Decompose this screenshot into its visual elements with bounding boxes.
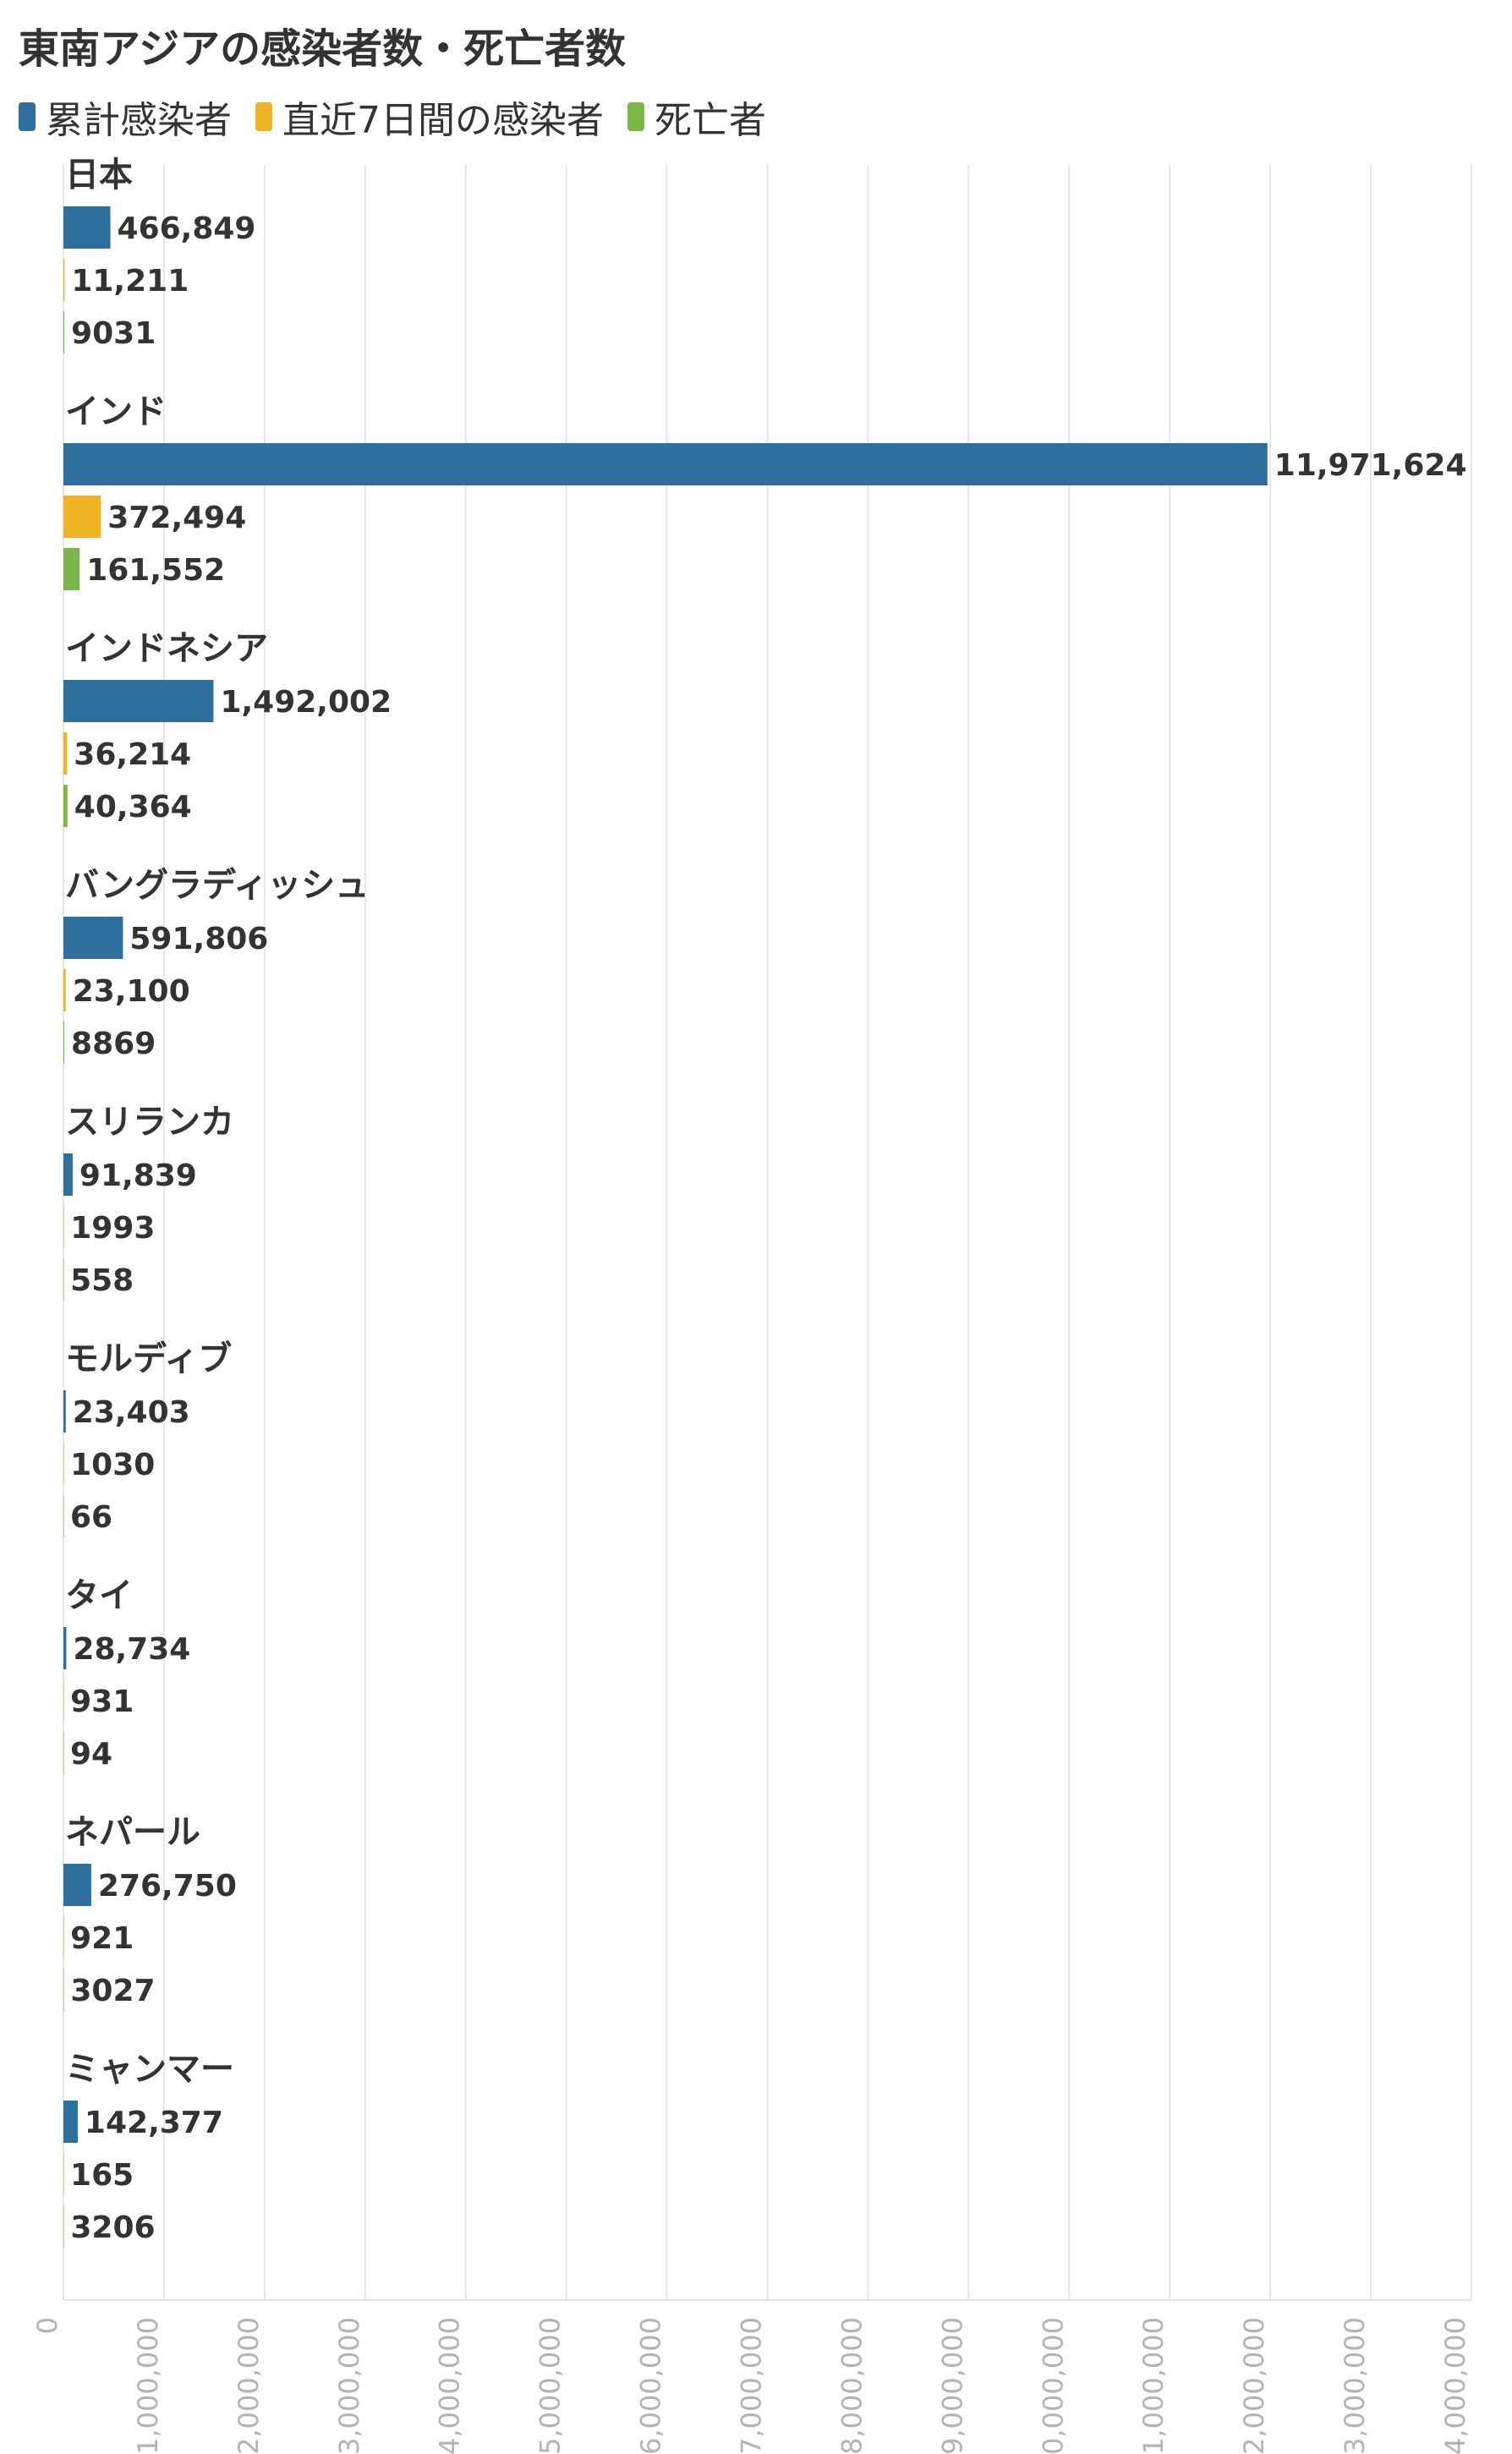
data-label-8-1: 165 (70, 2158, 134, 2193)
legend-swatch-recent-7-days (255, 102, 272, 131)
category-label-2: インドネシア (65, 629, 268, 668)
chart-title: 東南アジアの感染者数・死亡者数 (19, 25, 627, 73)
data-label-4-0: 91,839 (79, 1159, 197, 1193)
data-label-1-1: 372,494 (107, 501, 246, 535)
data-label-2-2: 40,364 (74, 790, 192, 824)
legend-item-recent-7-days: 直近7日間の感染者 (255, 90, 604, 144)
bar-0-2 (63, 311, 65, 353)
data-label-8-2: 3206 (70, 2210, 155, 2245)
legend-label-cumulative: 累計感染者 (46, 99, 232, 142)
category-label-1: インド (65, 392, 167, 431)
x-tick-label-12: 12,000,000 (1238, 2317, 1270, 2454)
legend-item-cumulative: 累計感染者 (19, 90, 232, 144)
bar-0-1 (63, 259, 65, 301)
data-label-5-2: 66 (70, 1500, 112, 1535)
category-label-6: タイ (65, 1576, 133, 1615)
category-label-5: モルディブ (65, 1339, 232, 1378)
bar-5-0 (63, 1390, 66, 1432)
data-label-7-0: 276,750 (98, 1869, 237, 1903)
bar-3-0 (63, 917, 123, 959)
data-label-0-2: 9031 (71, 316, 156, 351)
data-label-5-1: 1030 (70, 1448, 155, 1482)
data-label-0-0: 466,849 (118, 211, 256, 246)
category-label-8: ミャンマー (65, 2050, 234, 2089)
bar-3-2 (63, 1022, 65, 1064)
data-label-0-1: 11,211 (71, 264, 189, 299)
data-label-3-2: 8869 (71, 1027, 156, 1061)
category-label-0: 日本 (65, 156, 133, 194)
data-label-8-0: 142,377 (85, 2106, 223, 2140)
bar-6-2 (63, 1732, 64, 1774)
x-tick-label-9: 9,000,000 (936, 2317, 968, 2454)
data-label-7-1: 921 (70, 1921, 134, 1956)
legend-label-deaths: 死亡者 (655, 99, 766, 142)
x-tick-label-11: 11,000,000 (1137, 2317, 1170, 2454)
bar-1-0 (63, 443, 1268, 485)
data-label-3-1: 23,100 (73, 974, 190, 1009)
bar-1-1 (63, 496, 101, 538)
x-tick-label-0: 0 (31, 2317, 63, 2334)
data-label-4-2: 558 (70, 1263, 134, 1298)
bar-6-0 (63, 1627, 67, 1669)
bar-4-0 (63, 1153, 73, 1196)
x-tick-label-1: 1,000,000 (132, 2317, 164, 2454)
bar-8-0 (63, 2101, 78, 2143)
bar-4-2 (63, 1258, 64, 1301)
x-tick-label-7: 7,000,000 (736, 2317, 768, 2454)
data-label-4-1: 1993 (70, 1211, 155, 1246)
bar-4-1 (63, 1206, 64, 1248)
legend-label-recent-7-days: 直近7日間の感染者 (282, 99, 604, 142)
category-label-3: バングラディッシュ (65, 866, 369, 905)
bar-3-1 (63, 969, 66, 1011)
legend-swatch-cumulative (19, 102, 36, 131)
category-label-7: ネパール (65, 1813, 200, 1852)
bar-2-0 (63, 680, 214, 722)
data-label-6-1: 931 (70, 1684, 134, 1719)
x-tick-label-13: 13,000,000 (1339, 2317, 1371, 2454)
legend: 累計感染者 直近7日間の感染者 死亡者 (19, 91, 790, 142)
bar-7-2 (63, 1969, 64, 2011)
bar-2-2 (63, 785, 68, 827)
x-tick-label-3: 3,000,000 (333, 2317, 365, 2454)
legend-swatch-deaths (627, 102, 644, 131)
bar-7-0 (63, 1864, 91, 1906)
bar-2-1 (63, 732, 68, 775)
data-label-5-0: 23,403 (73, 1395, 190, 1430)
x-tick-label-5: 5,000,000 (534, 2317, 567, 2454)
bar-8-1 (63, 2153, 64, 2195)
data-label-2-0: 1,492,002 (220, 685, 392, 720)
bar-8-2 (63, 2205, 64, 2248)
data-label-3-0: 591,806 (129, 922, 268, 956)
data-label-6-0: 28,734 (73, 1632, 190, 1667)
bar-5-1 (63, 1443, 64, 1485)
data-label-2-1: 36,214 (74, 737, 191, 772)
x-tick-label-8: 8,000,000 (835, 2317, 868, 2454)
x-tick-label-2: 2,000,000 (233, 2317, 265, 2454)
x-tick-label-4: 4,000,000 (434, 2317, 466, 2454)
data-label-1-2: 161,552 (86, 553, 225, 588)
x-tick-label-14: 14,000,000 (1439, 2317, 1471, 2454)
data-label-1-0: 11,971,624 (1274, 448, 1467, 483)
bar-6-1 (63, 1679, 64, 1722)
data-label-6-2: 94 (70, 1737, 112, 1772)
category-label-4: スリランカ (65, 1103, 234, 1142)
x-tick-label-10: 10,000,000 (1037, 2317, 1069, 2454)
data-label-7-2: 3027 (70, 1974, 155, 2008)
legend-item-deaths: 死亡者 (627, 90, 766, 144)
bar-7-1 (63, 1916, 64, 1958)
bar-0-0 (63, 206, 111, 249)
x-tick-label-6: 6,000,000 (635, 2317, 667, 2454)
bar-1-2 (63, 548, 80, 590)
bar-5-2 (63, 1495, 64, 1537)
